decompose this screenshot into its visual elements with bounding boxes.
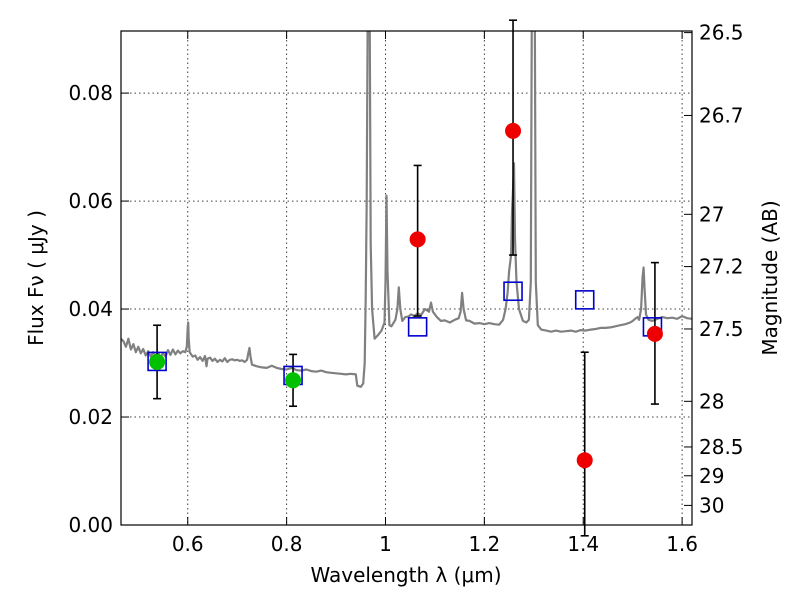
detection-point (149, 353, 166, 370)
nondetection-point (576, 452, 593, 469)
model-photometry-square (574, 290, 595, 310)
axes: 0.6 0.8 1 1.2 1.4 1.6 0.00 0.02 0.04 0.06 0.08 26.5… (68, 21, 743, 556)
y-tick-label: 0.06 (68, 189, 113, 213)
magnitude-tick-label: 28 (699, 389, 724, 413)
y-tick-label: 0.00 (68, 513, 113, 537)
x-axis-label: Wavelength λ (μm) (310, 563, 501, 587)
magnitude-tick-label: 27.2 (699, 255, 744, 279)
x-tick-label: 1.4 (567, 532, 599, 556)
y-axis-label: Flux Fν ( μJy ) (24, 210, 48, 346)
x-tick-label: 1.6 (666, 532, 698, 556)
x-tick-label: 0.8 (271, 532, 303, 556)
x-tick-label: 1 (379, 532, 392, 556)
magnitude-tick-label: 29 (699, 464, 724, 488)
magnitude-tick-label: 30 (699, 493, 724, 517)
model-photometry-square (407, 317, 428, 337)
magnitude-tick-label: 27 (699, 202, 724, 226)
spectrum-line (121, 31, 692, 388)
data-series (121, 31, 692, 388)
y-tick-label: 0.08 (68, 81, 113, 105)
x-tick-label: 0.6 (172, 532, 204, 556)
magnitude-axis-label: Magnitude (AB) (758, 200, 782, 355)
nondetection-point (409, 231, 426, 248)
magnitude-tick-label: 26.5 (699, 21, 744, 45)
x-tick-label: 1.2 (468, 532, 500, 556)
markers (147, 19, 663, 537)
y-tick-label: 0.04 (68, 297, 113, 321)
nondetection-point (505, 122, 522, 139)
detection-point (285, 372, 302, 389)
magnitude-tick-label: 28.5 (699, 435, 744, 459)
y-tick-label: 0.02 (68, 405, 113, 429)
magnitude-tick-label: 26.7 (699, 103, 744, 127)
model-photometry-square (147, 351, 167, 372)
plot-frame (120, 30, 693, 526)
plot-background (121, 31, 692, 525)
nondetection-point (646, 325, 663, 342)
model-photometry-square (503, 281, 523, 302)
magnitude-tick-label: 27.5 (699, 317, 744, 341)
